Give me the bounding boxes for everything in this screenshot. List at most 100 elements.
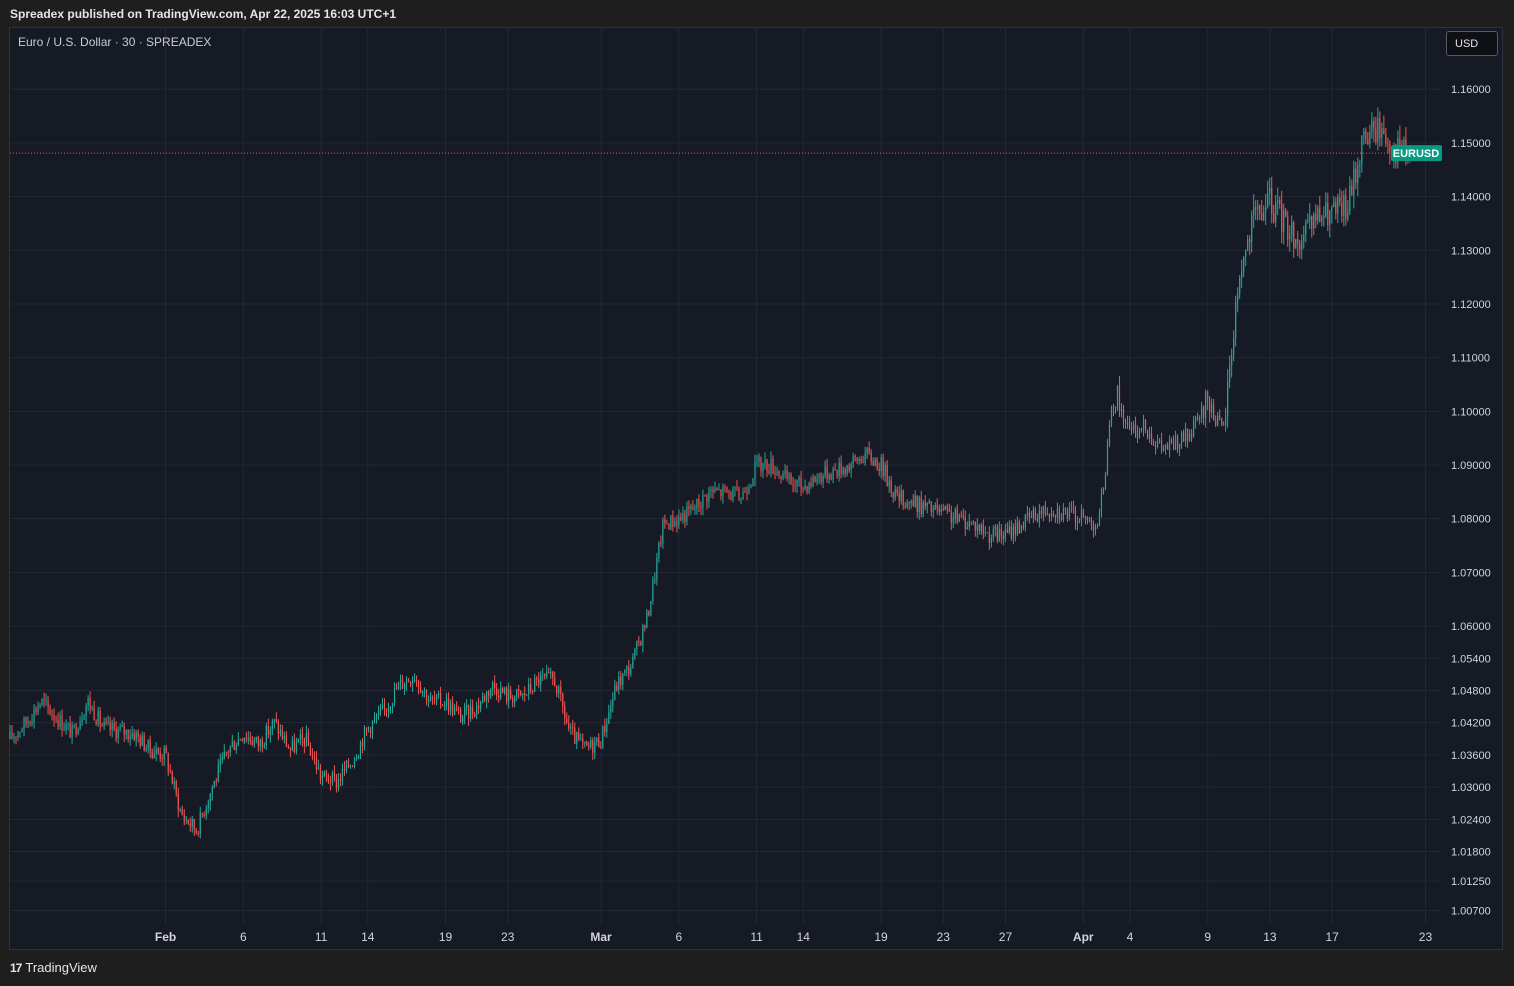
candle-body <box>1080 510 1083 522</box>
candle-body <box>1086 516 1089 521</box>
candle-body <box>1058 508 1061 518</box>
candle-body <box>67 723 69 725</box>
candle-body <box>1211 404 1213 413</box>
candle-body <box>586 741 588 746</box>
price-chart[interactable]: EURUSD 1.16000 1.15000 1.14000 1.13000 1.120… <box>9 27 1503 950</box>
candle-body <box>984 532 986 534</box>
candle-body <box>205 808 207 816</box>
candle-body <box>658 542 660 558</box>
candle-body <box>437 693 440 695</box>
symbol-legend[interactable]: Euro / U.S. Dollar · 30 · SPREADEX <box>18 35 212 49</box>
candle-body <box>728 491 730 493</box>
candles <box>9 107 1411 839</box>
candle-body <box>1158 440 1161 442</box>
candle-body <box>441 704 444 706</box>
candle-body <box>550 671 552 674</box>
candle-body <box>129 736 131 739</box>
candle-body <box>884 465 886 477</box>
candle-body <box>654 579 656 581</box>
candle-body <box>103 722 105 727</box>
candle-body <box>1130 427 1133 430</box>
candle-body <box>596 737 598 743</box>
candle-body <box>530 683 532 692</box>
candle-body <box>1018 522 1020 534</box>
candle-body <box>1172 442 1175 450</box>
candle-body <box>51 714 53 716</box>
candle-body <box>1070 507 1073 509</box>
candle-body <box>241 739 243 742</box>
candle-body <box>638 641 640 643</box>
candle-body <box>363 727 366 748</box>
candle-body <box>1002 536 1004 540</box>
candle-body <box>860 459 862 463</box>
candle-body <box>528 683 530 695</box>
candle-body <box>257 736 259 747</box>
candle-body <box>159 752 161 759</box>
candle-body <box>283 735 285 740</box>
candle-body <box>1345 195 1347 219</box>
candle-body <box>544 674 546 676</box>
candle-body <box>327 776 330 783</box>
candle-body <box>271 721 273 731</box>
candle-body <box>800 477 802 489</box>
candle-body <box>1235 301 1237 338</box>
candle-body <box>1184 429 1187 442</box>
candle-body <box>748 487 750 494</box>
candle-body <box>914 495 916 507</box>
candle-body <box>542 674 544 676</box>
candle-body <box>576 732 578 744</box>
candle-body <box>810 483 812 487</box>
candle-body <box>1275 201 1277 223</box>
candle-body <box>1170 440 1173 443</box>
candle-body <box>1012 526 1014 539</box>
tradingview-footer[interactable]: 17 TradingView <box>10 960 97 975</box>
candle-body <box>552 671 554 679</box>
candle-body <box>568 722 570 729</box>
candle-body <box>1160 440 1163 451</box>
candle-body <box>524 693 526 696</box>
candle-body <box>1180 432 1183 444</box>
candle-body <box>111 723 113 731</box>
candle-body <box>692 506 694 510</box>
candle-body <box>514 696 516 703</box>
candle-body <box>458 708 460 711</box>
candle-body <box>1357 165 1359 183</box>
candle-body <box>548 672 550 674</box>
currency-button[interactable]: USD <box>1446 31 1498 56</box>
candle-body <box>828 474 830 480</box>
candle-body <box>1249 239 1251 243</box>
candle-body <box>1010 526 1012 539</box>
candle-body <box>391 703 394 708</box>
candle-body <box>954 508 956 519</box>
candle-body <box>1090 519 1093 526</box>
candle-body <box>47 699 49 707</box>
candle-body <box>1174 436 1177 450</box>
candle-body <box>938 508 940 512</box>
candle-body <box>746 492 748 494</box>
candle-body <box>670 515 672 530</box>
candle-body <box>1379 118 1381 139</box>
candle-body <box>934 504 936 510</box>
candle-body <box>1253 207 1255 216</box>
candle-body <box>1164 444 1167 449</box>
candle-body <box>886 465 888 487</box>
candle-body <box>866 447 868 454</box>
candle-body <box>848 465 850 471</box>
candle-body <box>840 462 842 474</box>
candle-body <box>678 516 680 526</box>
candle-body <box>273 719 275 722</box>
candle-body <box>798 477 800 480</box>
candle-body <box>618 676 620 691</box>
candle-body <box>500 687 502 698</box>
candle-body <box>558 686 560 694</box>
candle-body <box>1178 443 1181 449</box>
candle-body <box>91 707 93 709</box>
price-tick-label: 1.10000 <box>1451 406 1491 418</box>
candle-body <box>740 499 742 501</box>
candle-body <box>1207 391 1209 401</box>
candle-body <box>1066 510 1069 519</box>
candle-body <box>698 498 700 507</box>
candle-body <box>826 466 828 480</box>
candle-body <box>75 724 77 734</box>
candle-body <box>1108 423 1111 444</box>
